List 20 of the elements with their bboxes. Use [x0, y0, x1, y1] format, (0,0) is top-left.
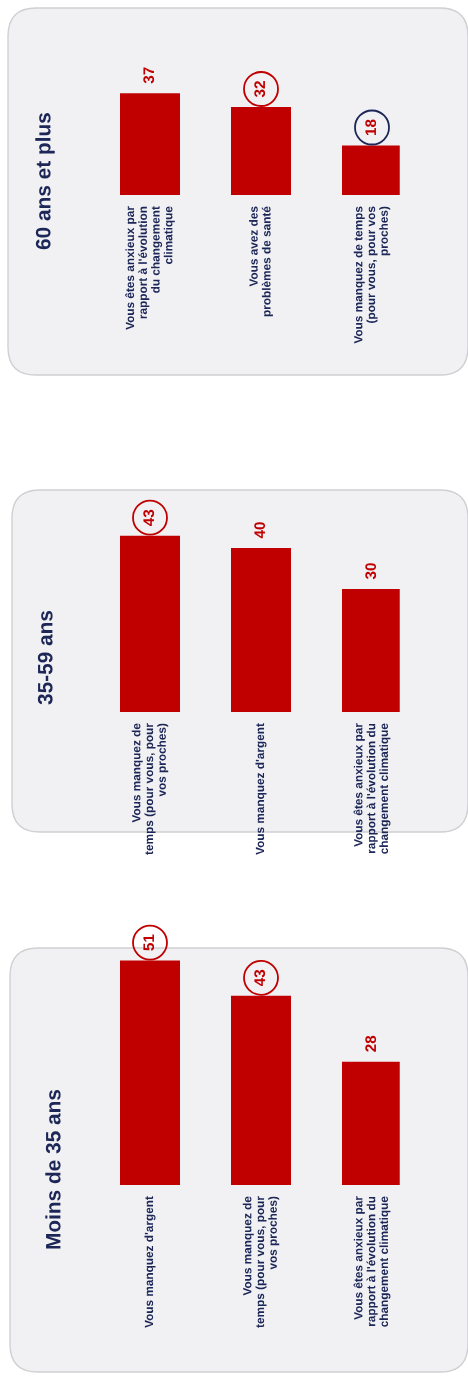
x-tick-label: Vous manquez d'argent	[255, 723, 267, 855]
data-label: 18	[365, 119, 377, 136]
x-tick-label: Vous êtes anxieux par rapport à l'évolution du changement climatique	[353, 723, 391, 854]
x-tick-label: Vous manquez de temps (pour vous, pour vos proches)	[353, 206, 391, 344]
text: 35-59 ans	[37, 610, 53, 705]
x-tick-label: Vous êtes anxieux par rapport à l'évolution du changement climatique	[125, 206, 175, 330]
data-label: 43	[254, 969, 266, 987]
text: Moins de 35 ans	[45, 1089, 61, 1249]
data-label: 40	[254, 522, 266, 539]
x-tick-label: Vous êtes anxieux par rapport à l'évolution du changement climatique	[353, 1196, 391, 1327]
data-label: 51	[143, 934, 155, 951]
x-tick-label: Vous manquez de temps (pour vous, pour vos proches)	[242, 1196, 280, 1328]
data-label: 37	[143, 67, 155, 84]
x-tick-label: Vous manquez de temps (pour vous, pour vos proches)	[131, 723, 169, 855]
data-label: 30	[365, 563, 377, 580]
data-label: 43	[143, 509, 155, 526]
x-tick-label: Vous manquez d'argent	[144, 1196, 156, 1328]
text: 60 ans et plus	[35, 113, 55, 250]
data-label: 32	[254, 81, 266, 98]
data-label: 28	[365, 1035, 377, 1052]
